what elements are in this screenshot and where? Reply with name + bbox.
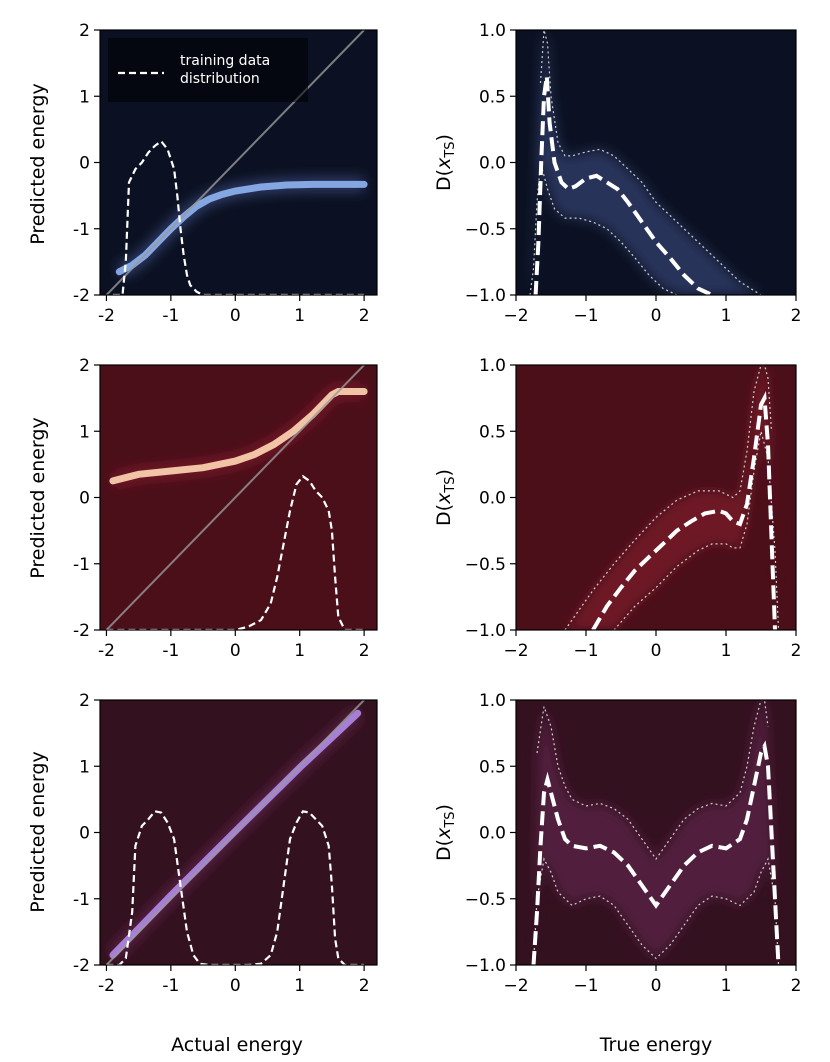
row1-left-xtick-label: -1 — [162, 306, 179, 326]
row3-left-ytick-label: -2 — [73, 956, 90, 976]
row2-left-prediction-density — [109, 388, 368, 485]
row1-left-ytick-label: -2 — [73, 286, 90, 306]
row2-right-xtick-label: 1 — [721, 641, 732, 661]
row2-right-xtick-label: 2 — [791, 641, 802, 661]
row2-left-ylabel: Predicted energy — [27, 417, 49, 578]
row1-right-ytick-label: 0.0 — [479, 154, 506, 174]
row3-right-xtick-label: 1 — [721, 976, 732, 996]
row2-left-training-distribution — [106, 474, 365, 630]
row1-right-axes: −2 −1 0 1 2 −1.0 −0.5 0.0 0.5 1.0 D(xTS) — [433, 21, 801, 326]
row3-right-upper-band-line — [536, 700, 769, 861]
row3-left-ytick-label: -1 — [73, 890, 90, 910]
row3-left-ytick-label: 0 — [79, 824, 90, 844]
row2-left-ytick-label: 1 — [79, 422, 90, 442]
row1-right-xtick-label: −1 — [573, 306, 598, 326]
row3-right-ytick-label: 1.0 — [479, 691, 506, 711]
row1-right-ytick-label: −0.5 — [465, 220, 506, 240]
row1-right-xtick-label: 2 — [791, 306, 802, 326]
row2-left-ytick-label: -1 — [73, 555, 90, 575]
row1-right-ytick-label: 0.5 — [479, 87, 506, 107]
row2-left-background — [100, 365, 377, 630]
row1-left-identity-line — [105, 30, 365, 295]
row2-right-ytick-label: 0.5 — [479, 422, 506, 442]
row3-left-xtick-label: -1 — [162, 976, 179, 996]
row1-right-density-band — [530, 30, 761, 295]
row2-right-density-band — [565, 365, 779, 630]
row3-right-density-band — [533, 700, 779, 965]
row1-right-xtick-label: 1 — [721, 306, 732, 326]
row3-right-lower-band-line — [532, 857, 780, 965]
row1-right-xtick-label: −2 — [503, 306, 528, 326]
row2-right-xtick-label: −2 — [503, 641, 528, 661]
row2-right-ytick-label: 1.0 — [479, 356, 506, 376]
row2-left-identity-line — [105, 365, 365, 630]
row2-left-ytick-label: -2 — [73, 621, 90, 641]
row1-left-xtick-label: 0 — [230, 306, 241, 326]
row2-left-ytick-label: 0 — [79, 489, 90, 509]
row3-left-identity-line — [105, 700, 365, 965]
row2-left-xtick-label: -2 — [98, 641, 115, 661]
row3-right-ytick-label: −1.0 — [465, 956, 506, 976]
row2-right-upper-band-line — [564, 365, 773, 630]
row3-left-xtick-label: -2 — [98, 976, 115, 996]
row2-left-xtick-label: 1 — [294, 641, 305, 661]
row3-right-ytick-label: −0.5 — [465, 890, 506, 910]
row3-right-ytick-label: 0.5 — [479, 757, 506, 777]
row1-left-xtick-label: 1 — [294, 306, 305, 326]
row2-left-xtick-label: 2 — [359, 641, 370, 661]
row3-left-ytick-label: 2 — [79, 691, 90, 711]
row1-left-training-distribution — [112, 139, 365, 295]
row1-left-xtick-label: 2 — [359, 306, 370, 326]
row3-right-ytick-label: 0.0 — [479, 824, 506, 844]
row1-left-xtick-label: -2 — [98, 306, 115, 326]
row1-right-ytick-label: 1.0 — [479, 21, 506, 41]
row2-left-xtick-label: -1 — [162, 641, 179, 661]
row1-left-legend: training data distribution — [108, 38, 308, 102]
legend-label: training data — [180, 53, 270, 69]
row1-right-ylabel: D(xTS) — [433, 134, 458, 191]
row1-left-ylabel: Predicted energy — [27, 83, 49, 244]
row2-left-axes: -2 -1 0 1 2 -2 -1 0 1 2 — [73, 356, 378, 661]
row3-left-ylabel: Predicted energy — [27, 751, 49, 912]
row1-left-ytick-label: 0 — [79, 154, 90, 174]
row1-left-axes: -2 -1 0 1 2 -2 -1 0 1 2 training data distribution — [73, 21, 378, 326]
row3-right-xtick-label: −2 — [503, 976, 528, 996]
row1-right-upper-band-line — [539, 30, 762, 295]
row1-right-mean-curve — [533, 76, 713, 295]
row3-left-axes: -2 -1 0 1 2 -2 -1 0 1 2 — [73, 691, 378, 996]
row3-right-xlabel: True energy — [599, 1034, 713, 1056]
row2-left-ytick-label: 2 — [79, 356, 90, 376]
row3-right-xtick-label: 2 — [791, 976, 802, 996]
row2-right-xtick-label: −1 — [573, 641, 598, 661]
legend-label: distribution — [180, 71, 260, 87]
row1-left-ytick-label: 2 — [79, 21, 90, 41]
row1-right-xtick-label: 0 — [651, 306, 662, 326]
row1-left-ytick-label: 1 — [79, 87, 90, 107]
row3-right-axes: −2 −1 0 1 2 −1.0 −0.5 0.0 0.5 1.0 D(xTS) — [433, 691, 801, 996]
row3-left-ytick-label: 1 — [79, 757, 90, 777]
row3-right-mean-curve — [531, 740, 781, 965]
legend-box — [108, 38, 308, 102]
row1-left-ytick-label: -1 — [73, 220, 90, 240]
row3-right-ylabel: D(xTS) — [433, 804, 458, 861]
row3-left-training-distribution — [106, 810, 365, 965]
row3-left-xtick-label: 1 — [294, 976, 305, 996]
row3-left-xtick-label: 2 — [359, 976, 370, 996]
row2-right-xtick-label: 0 — [651, 641, 662, 661]
row2-right-ytick-label: 0.0 — [479, 489, 506, 509]
row2-right-ylabel: D(xTS) — [433, 469, 458, 526]
row2-right-ytick-label: −0.5 — [465, 555, 506, 575]
row3-left-xtick-label: 0 — [230, 976, 241, 996]
row1-right-lower-band-line — [529, 162, 678, 295]
row1-right-ytick-label: −1.0 — [465, 286, 506, 306]
row3-right-xtick-label: −1 — [573, 976, 598, 996]
row3-left-xlabel: Actual energy — [171, 1034, 303, 1056]
row2-left-xtick-label: 0 — [230, 641, 241, 661]
row2-right-axes: −2 −1 0 1 2 −1.0 −0.5 0.0 0.5 1.0 D(xTS) — [433, 356, 801, 661]
row3-right-xtick-label: 0 — [651, 976, 662, 996]
row2-right-mean-curve — [591, 390, 777, 630]
row2-right-ytick-label: −1.0 — [465, 621, 506, 641]
